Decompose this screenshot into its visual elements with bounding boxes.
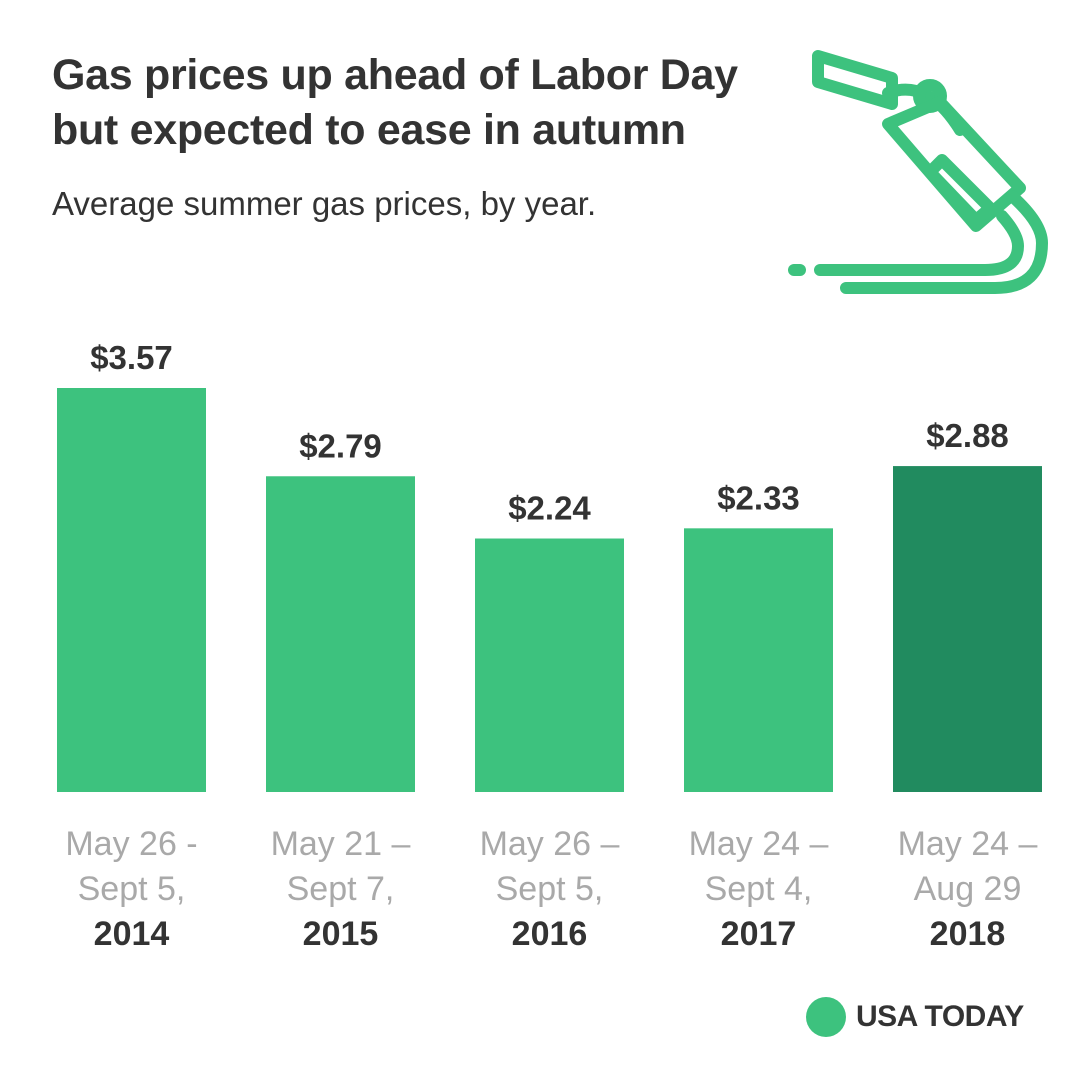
year-label: 2018 [930,915,1006,953]
chart-title: Gas prices up ahead of Labor Day but exp… [52,48,812,158]
usa-today-logo: USA TODAY [806,996,1024,1038]
date-range-label: May 21 – [271,825,411,863]
labels-group: $3.57 May 26 - Sept 5, 2014 $2.79 May 21 – Sep… [65,339,1037,953]
chart-subtitle: Average summer gas prices, by year. [52,185,597,222]
date-range-label: May 26 - [65,825,197,863]
year-label: 2017 [721,915,797,953]
usa-today-dot-icon [806,997,846,1037]
date-range-label: May 24 – [689,825,829,863]
date-range-label: May 24 – [898,825,1038,863]
title-line-1: Gas prices up ahead of Labor Day [52,51,738,99]
gas-pump-nozzle-icon [788,50,1048,294]
year-label: 2015 [303,915,379,953]
date-range-label: Sept 7, [287,870,395,908]
date-range-label: Sept 5, [496,870,604,908]
value-label: $2.33 [717,479,800,516]
date-range-label: Aug 29 [914,870,1022,908]
bar-chart: $3.57 May 26 - Sept 5, 2014 $2.79 May 21 – Sep… [57,339,1042,953]
date-range-label: May 26 – [480,825,620,863]
bar-2016 [475,538,624,792]
bar-2014 [57,388,206,792]
value-label: $2.79 [299,427,382,464]
value-label: $3.57 [90,339,173,376]
year-label: 2016 [512,915,588,953]
title-line-2: but expected to ease in autumn [52,106,686,154]
value-label: $2.24 [508,490,591,527]
bar-2015 [266,476,415,792]
bar-2017 [684,528,833,792]
bars-group [57,388,1042,792]
date-range-label: Sept 5, [78,870,186,908]
bar-2018 [893,466,1042,792]
year-label: 2014 [94,915,170,953]
value-label: $2.88 [926,417,1009,454]
logo-text: USA TODAY [856,1000,1024,1033]
date-range-label: Sept 4, [705,870,813,908]
